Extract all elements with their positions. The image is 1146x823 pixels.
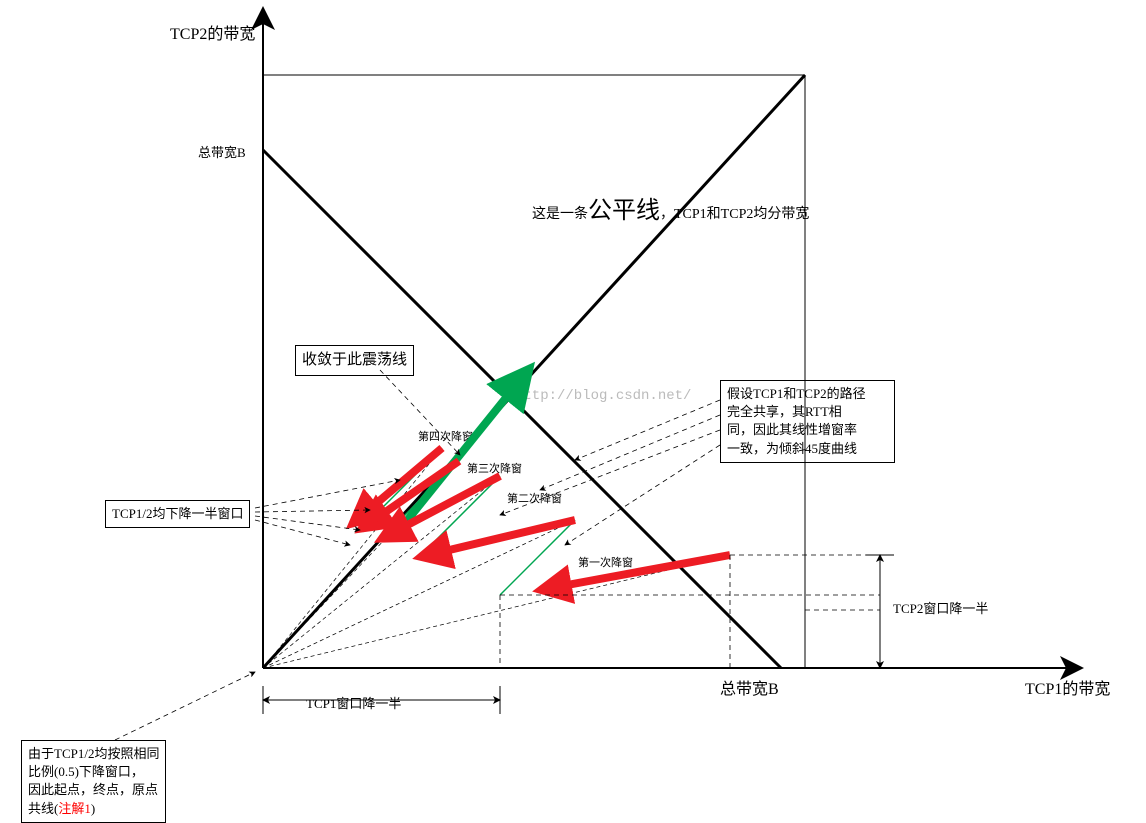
green-segments (361, 448, 575, 595)
green-converge (393, 368, 530, 538)
callouts (115, 370, 720, 740)
dashed-guides (500, 555, 880, 668)
diagram-svg (0, 0, 1146, 821)
